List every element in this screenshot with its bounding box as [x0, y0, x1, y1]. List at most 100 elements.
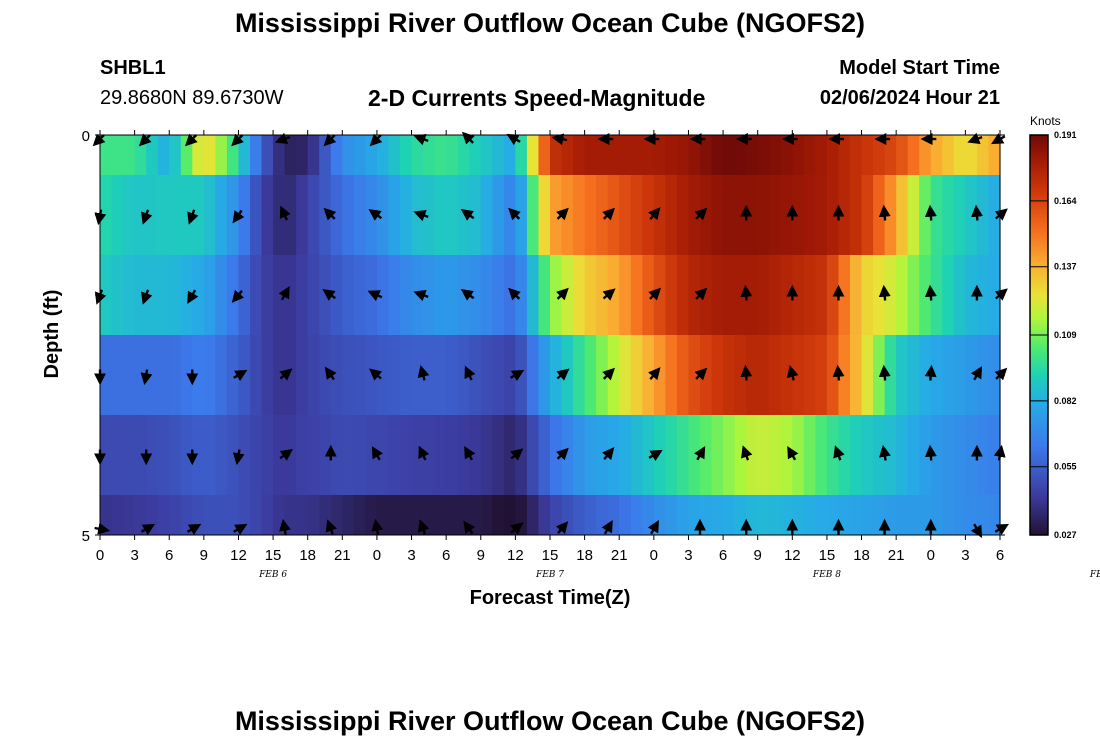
heatmap-cell — [688, 135, 701, 175]
heatmap-cell — [815, 175, 828, 255]
heatmap-cell — [111, 175, 124, 255]
heatmap-cell — [134, 255, 147, 335]
heatmap-cell — [711, 335, 724, 415]
heatmap-cell — [850, 175, 863, 255]
heatmap-cell — [653, 175, 666, 255]
current-arrow — [556, 447, 569, 461]
heatmap-cell — [469, 495, 482, 535]
heatmap-cell — [492, 415, 505, 495]
heatmap-cell — [584, 135, 597, 175]
heatmap-cell — [550, 135, 563, 175]
current-arrow — [967, 132, 983, 145]
heatmap-cell — [757, 415, 770, 495]
heatmap-cell — [515, 255, 528, 335]
heatmap-cell — [526, 255, 540, 335]
current-arrow — [878, 364, 891, 381]
heatmap-cell — [469, 175, 482, 255]
heatmap-cell — [619, 135, 632, 175]
heatmap-cell — [930, 415, 943, 495]
current-arrow — [418, 519, 430, 535]
heatmap-cell — [146, 415, 159, 495]
heatmap-cell — [746, 495, 759, 535]
heatmap-cell — [342, 175, 355, 255]
heatmap-cell — [861, 415, 874, 495]
heatmap-cell — [457, 415, 470, 495]
heatmap-cell — [573, 495, 586, 535]
x-tick-label: 3 — [961, 547, 969, 564]
heatmap-cell — [896, 335, 909, 415]
heatmap-cell — [526, 135, 540, 175]
heatmap-cell — [157, 175, 170, 255]
heatmap-cell — [792, 415, 805, 495]
heatmap-cell — [826, 415, 840, 495]
colorbar: 0.191 0.164 0.137 0.109 0.082 0.055 0.027 — [1029, 130, 1077, 540]
heatmap-cell — [942, 135, 955, 175]
heatmap-cell — [746, 255, 759, 335]
heatmap-cell — [330, 335, 343, 415]
heatmap-cell — [376, 175, 390, 255]
x-axis-label: Forecast Time(Z) — [470, 587, 631, 609]
heatmap-cell — [365, 415, 378, 495]
heatmap-cell — [446, 335, 459, 415]
heatmap-cell — [123, 175, 136, 255]
current-arrow — [141, 209, 153, 225]
heatmap-cell — [826, 255, 840, 335]
heatmap-cell — [192, 255, 205, 335]
heatmap-cell — [815, 135, 828, 175]
heatmap-cell — [203, 415, 216, 495]
heatmap-cell — [376, 255, 390, 335]
heatmap-cell — [953, 495, 966, 535]
heatmap-cell — [850, 255, 863, 335]
current-arrow — [601, 520, 613, 535]
heatmap-cell — [111, 255, 124, 335]
day-label: FEB 9 — [1089, 570, 1100, 580]
current-arrow — [461, 131, 475, 145]
heatmap-cell — [538, 255, 551, 335]
heatmap-cell — [930, 175, 943, 255]
current-arrow — [602, 367, 615, 381]
heatmap-cell — [942, 255, 955, 335]
heatmap-cell — [757, 335, 770, 415]
heatmap-cell — [215, 335, 228, 415]
heatmap-cell — [573, 415, 586, 495]
heatmap-cell — [342, 335, 355, 415]
heatmap-cell — [423, 415, 436, 495]
heatmap-cell — [411, 135, 424, 175]
heatmap-cell — [180, 175, 193, 255]
heatmap-cell — [930, 255, 943, 335]
heatmap-cell — [780, 255, 793, 335]
heatmap-cell — [607, 175, 620, 255]
heatmap-cell — [803, 495, 816, 535]
heatmap-cell — [653, 135, 666, 175]
colorbar-tick-label: 0.082 — [1054, 396, 1077, 406]
x-tick-label: 18 — [576, 547, 593, 564]
heatmap-cell — [861, 175, 874, 255]
heatmap-cell — [434, 175, 447, 255]
heatmap-cell — [942, 335, 955, 415]
heatmap-cell — [723, 335, 736, 415]
chart-title-repeat: Mississippi River Outflow Ocean Cube (NG… — [234, 706, 866, 736]
current-arrow — [602, 288, 616, 301]
y-tick-label: 5 — [82, 528, 90, 545]
heatmap-cell — [561, 415, 574, 495]
heatmap-cell — [203, 135, 216, 175]
heatmap-cell — [146, 175, 159, 255]
heatmap-cell — [850, 135, 863, 175]
current-arrow — [509, 369, 525, 382]
current-vectors — [92, 131, 1009, 538]
heatmap-cell — [261, 495, 274, 535]
heatmap-cell — [803, 415, 816, 495]
colorbar-tick-label: 0.137 — [1054, 262, 1077, 272]
current-arrow — [185, 133, 198, 147]
heatmap-cell — [146, 335, 159, 415]
current-arrow — [971, 204, 984, 221]
heatmap-cell — [296, 495, 309, 535]
current-arrow — [879, 444, 891, 461]
heatmap-cell — [538, 415, 551, 495]
heatmap-cell — [503, 335, 516, 415]
heatmap-cell — [388, 175, 401, 255]
current-arrow — [555, 521, 569, 535]
current-arrow — [233, 369, 248, 382]
heatmap-cell — [342, 255, 355, 335]
heatmap-cell — [296, 175, 309, 255]
